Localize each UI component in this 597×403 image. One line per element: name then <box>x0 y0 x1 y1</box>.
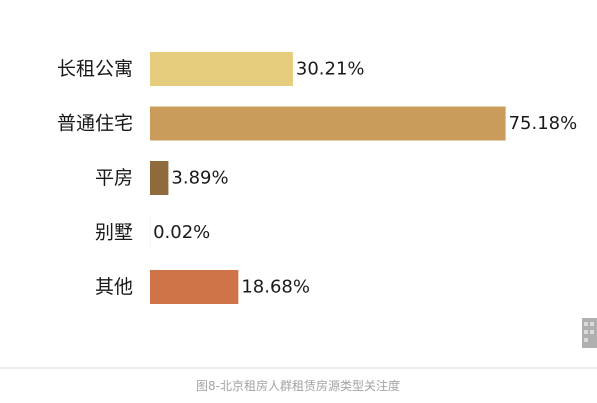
figure-caption: 图8-北京租房人群租赁房源类型关注度 <box>196 378 400 393</box>
value-label: 75.18% <box>509 113 578 134</box>
bars-layer <box>150 52 506 304</box>
value-label: 18.68% <box>241 277 310 298</box>
value-labels: 30.21% 75.18% 3.89% 0.02% 18.68% <box>153 59 577 298</box>
bar <box>150 106 506 141</box>
bar <box>150 270 239 304</box>
category-label: 其他 <box>95 276 133 298</box>
watermark-graphic <box>582 318 597 348</box>
category-label: 别墅 <box>95 222 133 244</box>
value-label: 30.21% <box>296 59 365 80</box>
category-label: 长租公寓 <box>57 58 133 80</box>
category-label: 平房 <box>95 167 133 189</box>
value-label: 3.89% <box>171 168 228 189</box>
value-label: 0.02% <box>153 222 210 243</box>
bar <box>150 52 293 86</box>
category-label: 普通住宅 <box>57 113 133 135</box>
bar <box>150 161 169 195</box>
